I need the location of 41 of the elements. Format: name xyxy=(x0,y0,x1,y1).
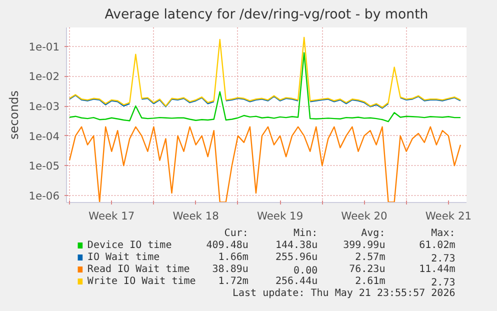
text: 399.99u xyxy=(343,240,386,251)
text: 409.48u xyxy=(206,240,248,251)
chart-title: Average latency for /dev/ring-vg/root - by month xyxy=(104,8,428,22)
text: Max: xyxy=(431,228,456,239)
text: 144.38u xyxy=(275,240,318,251)
line-series xyxy=(68,126,462,202)
text: 1.72m xyxy=(218,276,248,287)
line-series xyxy=(68,36,462,108)
x-tick-label: Week 19 xyxy=(256,210,304,222)
y-axis-title: seconds xyxy=(6,90,21,140)
y-tick-label: 1e-01 xyxy=(28,40,60,54)
text: Avg: xyxy=(361,228,386,239)
line-series xyxy=(68,52,462,122)
y-tick-label: 1e-02 xyxy=(28,70,60,84)
text: 2.73 xyxy=(431,254,456,264)
text: 2.61m xyxy=(355,276,386,287)
text: 38.89u xyxy=(212,264,248,275)
x-tick-label: Week 21 xyxy=(425,210,472,222)
text: Cur: xyxy=(224,228,248,239)
legend-label: IO Wait time xyxy=(87,252,160,263)
y-tick-label: 1e-03 xyxy=(28,100,60,114)
text: 11.44m xyxy=(419,264,456,275)
text: 76.23u xyxy=(349,264,386,275)
text: 61.02m xyxy=(419,240,456,251)
x-tick-label: Week 17 xyxy=(88,210,135,222)
x-tick-label: Week 18 xyxy=(172,210,220,222)
y-tick-label: 1e-05 xyxy=(28,160,60,173)
text: 2.57m xyxy=(355,252,386,263)
legend-label: Device IO time xyxy=(87,240,172,251)
text: 256.44u xyxy=(275,276,318,287)
legend-label: Write IO Wait time xyxy=(87,276,196,287)
legend-label: Read IO Wait time xyxy=(87,264,190,275)
text: Last update: Thu May 21 23:55:57 2026 xyxy=(232,288,456,299)
text: 1.66m xyxy=(218,252,248,263)
text: 255.96u xyxy=(275,252,318,263)
y-tick-label: 1e-04 xyxy=(28,130,60,143)
x-tick-label: Week 20 xyxy=(341,210,388,222)
text: 2.73 xyxy=(431,278,456,288)
text: 0.00 xyxy=(294,266,318,276)
text: Min: xyxy=(294,228,318,239)
y-tick-label: 1e-06 xyxy=(28,189,60,202)
